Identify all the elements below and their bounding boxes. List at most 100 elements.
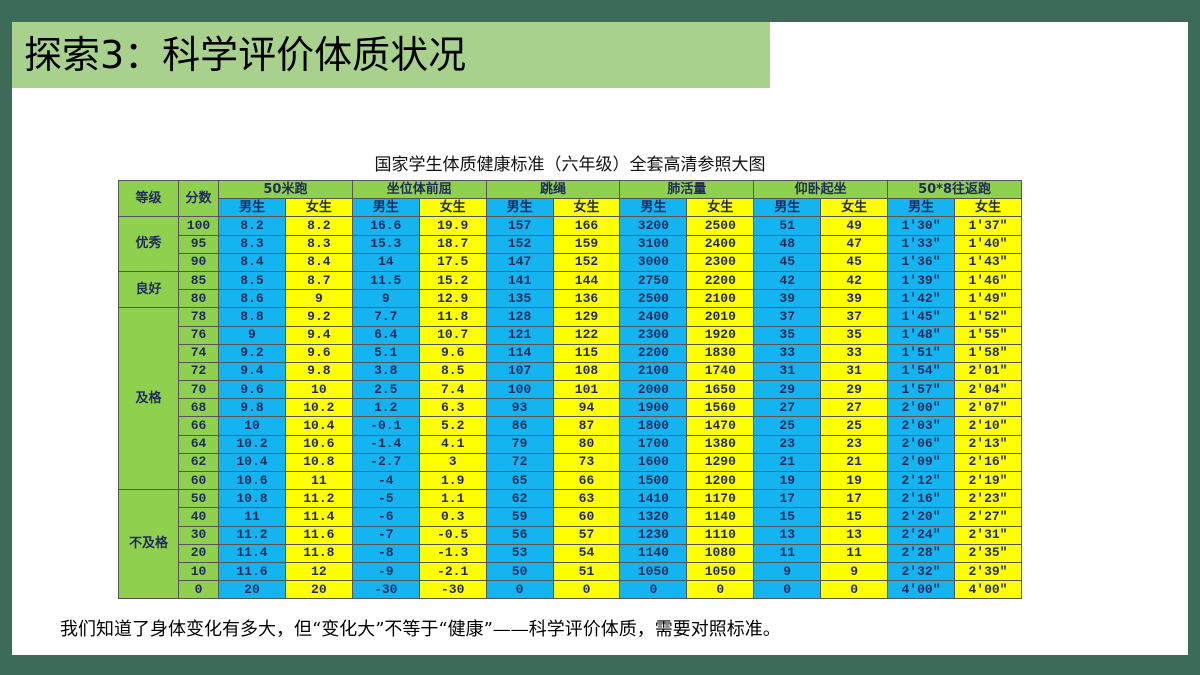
header-cell: 女生 (953, 198, 1023, 218)
value-cell: 11 (753, 543, 822, 563)
value-cell: 93 (485, 398, 554, 418)
value-cell: 87 (552, 416, 621, 436)
value-cell: -30 (418, 580, 487, 600)
value-cell: 129 (552, 307, 621, 327)
score-cell: 74 (178, 343, 219, 363)
value-cell: 1110 (686, 525, 755, 545)
header-cell: 等级 (118, 179, 179, 218)
value-cell: 2200 (686, 270, 755, 291)
value-cell: 27 (820, 398, 889, 418)
value-cell: 2′35″ (953, 543, 1023, 563)
value-cell: 53 (485, 543, 554, 563)
value-cell: 6.4 (351, 325, 420, 345)
value-cell: 15 (820, 507, 889, 527)
value-cell: 2′31″ (953, 525, 1023, 545)
value-cell: 63 (552, 489, 621, 509)
data-row: 62 10.4 10.8 -2.7 3 72 73 1600 1290 21 21 2′09″ 2′16… (119, 452, 1023, 473)
value-cell: 144 (552, 270, 621, 291)
value-cell: 11.6 (284, 525, 353, 545)
data-row: 30 11.2 11.6 -7 -0.5 56 57 1230 1110 13 13 2′24″ 2′3… (119, 525, 1023, 545)
value-cell: -8 (351, 543, 420, 563)
header-cell: 肺活量 (619, 179, 755, 200)
header-cell: 女生 (686, 198, 755, 218)
header-cell: 女生 (418, 198, 487, 218)
value-cell: 51 (552, 561, 621, 582)
value-cell: 42 (820, 270, 889, 291)
score-cell: 85 (178, 270, 219, 291)
value-cell: 57 (552, 525, 621, 545)
score-cell: 95 (178, 234, 219, 254)
value-cell: 7.4 (418, 380, 487, 400)
header-row: 男生 女生 男生 女生 男生 女生 男生 女生 男生 女生 男生 女生 (119, 198, 1023, 218)
value-cell: 1.2 (351, 398, 420, 418)
value-cell: 73 (552, 452, 621, 473)
value-cell: 136 (552, 289, 621, 309)
value-cell: 121 (485, 325, 554, 345)
value-cell: 23 (820, 434, 889, 454)
score-cell: 100 (178, 216, 219, 236)
value-cell: 2′00″ (887, 398, 955, 418)
level-cell: 良好 (118, 270, 179, 309)
header-row: 等级 分数 50米跑 坐位体前屈 跳绳 肺活量 仰卧起坐 50*8往返跑 (118, 179, 1022, 218)
value-cell: 8.2 (218, 216, 286, 236)
value-cell: 2′39″ (953, 561, 1023, 582)
header-cell: 分数 (178, 179, 219, 218)
value-cell: 18.7 (418, 234, 487, 254)
value-cell: 65 (485, 470, 554, 491)
value-cell: 7.7 (351, 307, 420, 327)
value-cell: -1.3 (418, 543, 487, 563)
value-cell: 0 (820, 580, 889, 600)
value-cell: 2′03″ (887, 416, 955, 436)
value-cell: 59 (485, 507, 554, 527)
data-row: 0 20 20 -30 -30 0 0 0 0 0 0 4′00″ 4′00″ (119, 580, 1023, 600)
value-cell: -5 (351, 489, 420, 509)
value-cell: 11.5 (351, 270, 420, 291)
value-cell: 16.6 (351, 216, 420, 236)
value-cell: 11 (820, 543, 889, 563)
value-cell: 1′58″ (953, 343, 1023, 363)
value-cell: 1500 (619, 470, 688, 491)
value-cell: 2010 (686, 307, 755, 327)
value-cell: 13 (820, 525, 889, 545)
header-cell: 仰卧起坐 (753, 179, 889, 200)
value-cell: 1140 (619, 543, 688, 563)
score-cell: 60 (178, 470, 219, 491)
level-cell: 优秀 (118, 216, 179, 272)
data-row: 良好 85 8.5 8.7 11.5 15.2 141 144 2750 2200 42 42 1′39… (118, 270, 1023, 309)
value-cell: 1830 (686, 343, 755, 363)
value-cell: 2′04″ (953, 380, 1023, 400)
value-cell: 1290 (686, 452, 755, 473)
value-cell: 8.7 (284, 270, 353, 291)
value-cell: 79 (485, 434, 554, 454)
value-cell: 1560 (686, 398, 755, 418)
value-cell: 2′24″ (887, 525, 955, 545)
score-cell: 0 (178, 580, 219, 600)
value-cell: -0.1 (351, 416, 420, 436)
value-cell: 152 (552, 252, 621, 272)
value-cell: 1600 (619, 452, 688, 473)
data-row: 95 8.3 8.3 15.3 18.7 152 159 3100 2400 48 47 1′33″ 1… (119, 234, 1023, 254)
value-cell: 1′30″ (887, 216, 955, 236)
value-cell: 12.9 (418, 289, 487, 309)
value-cell: 45 (820, 252, 889, 272)
value-cell: 49 (820, 216, 889, 236)
value-cell: 1740 (686, 361, 755, 382)
value-cell: 42 (753, 270, 822, 291)
data-row: 40 11 11.4 -6 0.3 59 60 1320 1140 15 15 2′20″ 2′27″ (119, 507, 1023, 527)
value-cell: 8.2 (284, 216, 353, 236)
value-cell: 2′20″ (887, 507, 955, 527)
value-cell: 20 (218, 580, 286, 600)
value-cell: 35 (820, 325, 889, 345)
value-cell: 3100 (619, 234, 688, 254)
value-cell: 8.3 (218, 234, 286, 254)
value-cell: 10.4 (218, 452, 286, 473)
value-cell: 2750 (619, 270, 688, 291)
value-cell: 33 (820, 343, 889, 363)
value-cell: 47 (820, 234, 889, 254)
value-cell: 37 (753, 307, 822, 327)
value-cell: 2500 (619, 289, 688, 309)
header-cell: 男生 (753, 198, 822, 218)
data-row: 60 10.6 11 -4 1.9 65 66 1500 1200 19 19 2′12″ 2′19″ (119, 470, 1023, 491)
value-cell: 8.5 (218, 270, 286, 291)
value-cell: 100 (485, 380, 554, 400)
